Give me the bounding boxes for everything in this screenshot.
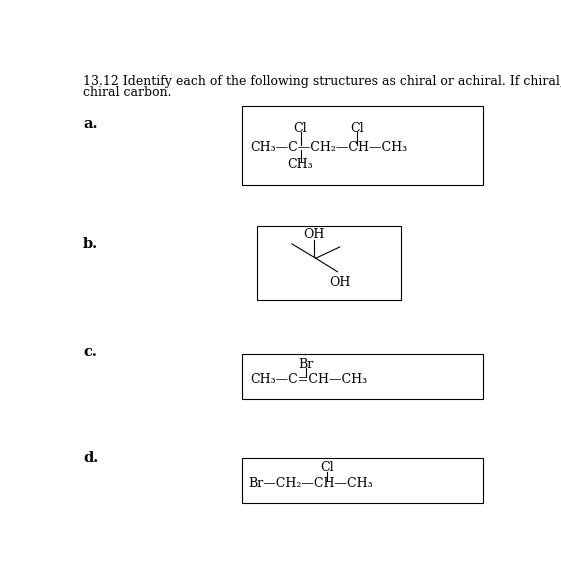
Text: Cl: Cl — [294, 122, 307, 135]
Text: CH₃: CH₃ — [288, 159, 314, 171]
Text: d.: d. — [83, 451, 98, 465]
Text: CH₃—C=CH—CH₃: CH₃—C=CH—CH₃ — [251, 373, 367, 386]
Text: Cl: Cl — [320, 462, 333, 474]
Text: chiral carbon.: chiral carbon. — [83, 85, 172, 98]
Text: CH₃—C—CH₂—CH—CH₃: CH₃—C—CH₂—CH—CH₃ — [251, 141, 408, 154]
Bar — [242, 457, 483, 503]
Text: Br: Br — [298, 358, 314, 371]
Text: 13.12 Identify each of the following structures as chiral or achiral. If chiral,: 13.12 Identify each of the following str… — [83, 75, 561, 88]
Bar — [242, 106, 483, 185]
Text: c.: c. — [83, 345, 97, 359]
Text: b.: b. — [83, 237, 98, 251]
Bar — [257, 226, 401, 300]
Text: OH: OH — [303, 228, 324, 241]
Text: Cl: Cl — [350, 122, 364, 135]
Text: a.: a. — [83, 118, 98, 132]
Text: Br—CH₂—CH—CH₃: Br—CH₂—CH—CH₃ — [249, 477, 373, 490]
Text: OH: OH — [329, 276, 351, 288]
Bar — [242, 354, 483, 399]
